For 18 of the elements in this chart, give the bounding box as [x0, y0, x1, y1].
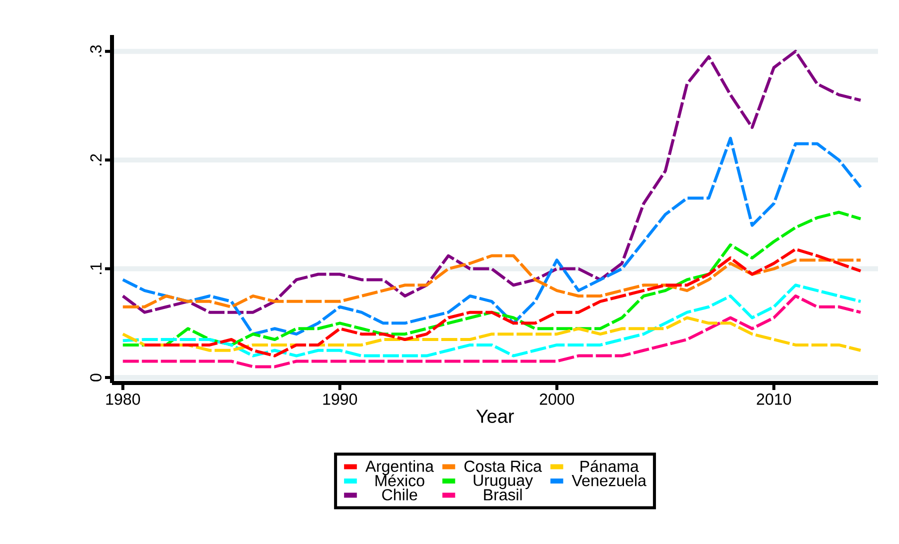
y-tick-label: .2	[90, 154, 102, 166]
y-tick-label: .1	[90, 262, 102, 274]
legend-label: Costa Rica	[464, 460, 542, 472]
legend-label: Uruguay	[474, 474, 533, 490]
x-tick-label: 1990	[323, 394, 358, 405]
legend-label: Pánama	[580, 460, 639, 472]
line-series	[121, 136, 862, 336]
legend-label: Venezuela	[572, 474, 646, 486]
legend-label: Brasil	[484, 488, 522, 500]
y-tick-label: 0	[90, 374, 102, 382]
legend-label: Argentina	[365, 460, 434, 476]
x-tick-label: 2010	[756, 394, 792, 405]
x-tick-label: 1980	[106, 394, 140, 405]
legend-label: Chile	[382, 488, 418, 500]
x-axis-title: Year	[476, 410, 514, 423]
y-tick-label: .3	[90, 45, 102, 57]
x-tick-label: 2000	[540, 394, 574, 405]
legend-label: México	[376, 474, 424, 486]
